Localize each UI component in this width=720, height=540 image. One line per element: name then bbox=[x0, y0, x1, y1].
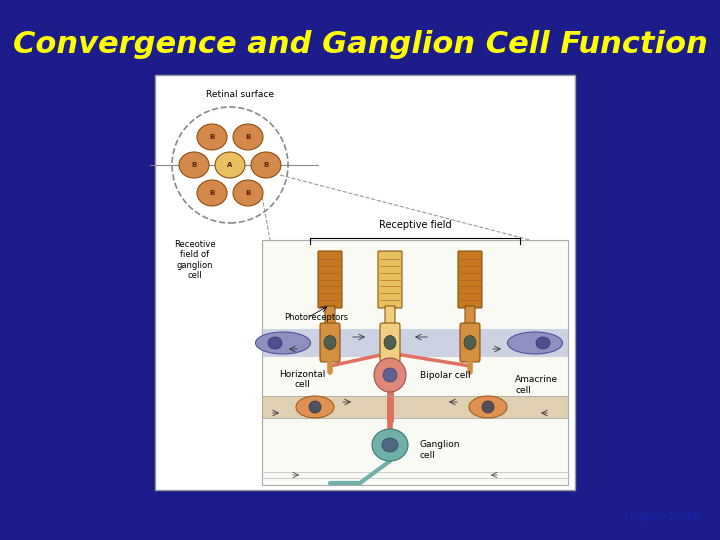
Ellipse shape bbox=[324, 335, 336, 349]
Ellipse shape bbox=[464, 335, 476, 349]
Ellipse shape bbox=[197, 180, 227, 206]
FancyBboxPatch shape bbox=[385, 306, 395, 326]
FancyBboxPatch shape bbox=[465, 306, 475, 326]
Ellipse shape bbox=[256, 332, 310, 354]
FancyBboxPatch shape bbox=[460, 323, 480, 362]
Text: Ganglion
cell: Ganglion cell bbox=[420, 440, 461, 460]
Ellipse shape bbox=[482, 401, 494, 413]
Ellipse shape bbox=[374, 358, 406, 392]
FancyBboxPatch shape bbox=[320, 323, 340, 362]
Text: Retinal surface: Retinal surface bbox=[206, 90, 274, 99]
FancyBboxPatch shape bbox=[378, 251, 402, 308]
Text: Figure 17.18: Figure 17.18 bbox=[631, 512, 700, 522]
Bar bbox=[155, 75, 575, 490]
Bar bbox=[262, 329, 568, 357]
Text: B: B bbox=[210, 190, 215, 196]
Ellipse shape bbox=[215, 152, 245, 178]
FancyBboxPatch shape bbox=[318, 251, 342, 308]
Ellipse shape bbox=[508, 332, 562, 354]
Ellipse shape bbox=[268, 337, 282, 349]
FancyBboxPatch shape bbox=[380, 323, 400, 362]
FancyBboxPatch shape bbox=[458, 251, 482, 308]
Ellipse shape bbox=[179, 152, 209, 178]
Ellipse shape bbox=[251, 152, 281, 178]
Ellipse shape bbox=[309, 401, 321, 413]
Text: B: B bbox=[210, 134, 215, 140]
Text: Bipolar cell: Bipolar cell bbox=[420, 370, 471, 380]
Text: Convergence and Ganglion Cell Function: Convergence and Ganglion Cell Function bbox=[12, 30, 708, 59]
Text: A: A bbox=[228, 162, 233, 168]
Ellipse shape bbox=[233, 124, 263, 150]
Ellipse shape bbox=[469, 396, 507, 418]
Text: Receptive field: Receptive field bbox=[379, 220, 451, 230]
Ellipse shape bbox=[382, 438, 398, 452]
Ellipse shape bbox=[197, 124, 227, 150]
Ellipse shape bbox=[233, 180, 263, 206]
Text: Photoreceptors: Photoreceptors bbox=[284, 314, 348, 322]
Text: Receotive
field of
ganglion
cell: Receotive field of ganglion cell bbox=[174, 240, 216, 280]
Text: Horizontal
cell: Horizontal cell bbox=[279, 370, 325, 389]
Bar bbox=[262, 240, 568, 485]
FancyBboxPatch shape bbox=[325, 306, 335, 326]
Ellipse shape bbox=[384, 335, 396, 349]
Ellipse shape bbox=[372, 429, 408, 461]
Text: B: B bbox=[246, 134, 251, 140]
Text: B: B bbox=[246, 190, 251, 196]
Ellipse shape bbox=[383, 368, 397, 382]
Ellipse shape bbox=[536, 337, 550, 349]
Text: Amacrine
cell: Amacrine cell bbox=[515, 375, 558, 395]
Bar bbox=[262, 396, 568, 418]
Text: B: B bbox=[192, 162, 197, 168]
Text: B: B bbox=[264, 162, 269, 168]
Ellipse shape bbox=[296, 396, 334, 418]
